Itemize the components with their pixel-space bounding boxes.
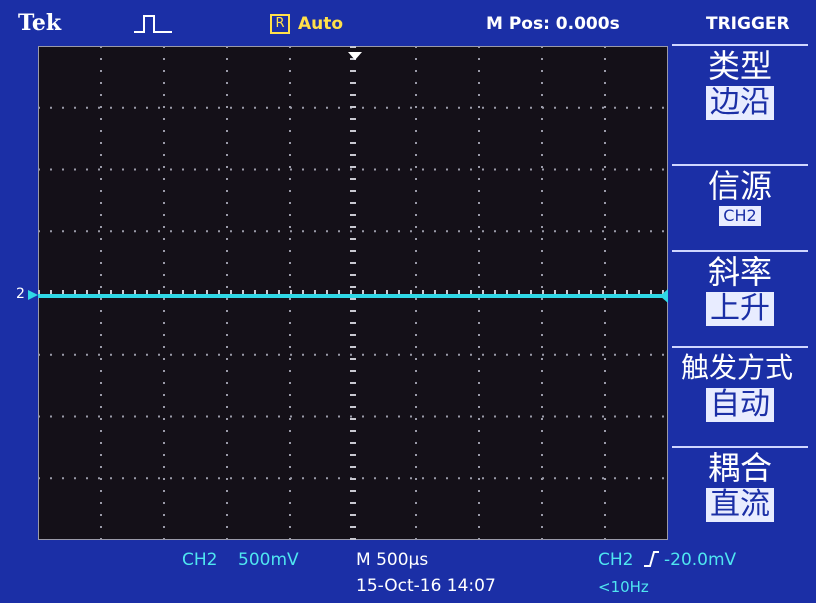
menu-item[interactable]: 信源 CH2	[672, 164, 808, 226]
menu-title: TRIGGER	[706, 14, 790, 34]
menu-label: 信源	[707, 167, 772, 205]
menu-item[interactable]: 类型 边沿	[672, 44, 808, 120]
brand: Tek	[18, 10, 62, 36]
menu-label: 触发方式	[680, 351, 793, 384]
menu-value: 边沿	[706, 86, 774, 120]
menu-label: 斜率	[707, 253, 772, 291]
menu-item[interactable]: 斜率 上升	[672, 250, 808, 326]
datetime: 15-Oct-16 14:07	[356, 576, 496, 596]
trigger-level: -20.0mV	[664, 550, 737, 570]
menu-label: 耦合	[707, 449, 772, 487]
menu-item[interactable]: 触发方式自动	[672, 346, 808, 422]
position: M Pos: 0.000s	[486, 14, 620, 34]
volts-per-div: 500mV	[238, 550, 299, 570]
menu-value: 直流	[706, 488, 774, 522]
acq-icon	[134, 15, 172, 33]
channel-arrow	[28, 290, 38, 300]
menu-value: CH2	[719, 206, 761, 226]
menu-value: 自动	[706, 388, 774, 422]
trigger-level-marker	[660, 289, 668, 303]
menu-label: 类型	[707, 47, 772, 85]
channel-marker: 2	[16, 286, 25, 302]
run-icon: R	[270, 14, 290, 34]
trigger-status: Auto	[298, 14, 344, 34]
timebase: M 500µs	[356, 550, 429, 570]
graticule-area	[37, 45, 669, 541]
trigger-position-marker	[348, 52, 362, 60]
slope-icon	[644, 551, 659, 567]
menu-item[interactable]: 耦合 直流	[672, 446, 808, 522]
menu-value: 上升	[706, 292, 774, 326]
channel: CH2	[182, 550, 218, 570]
graticule	[37, 45, 669, 541]
frequency: <10Hz	[598, 578, 649, 596]
trigger-channel: CH2	[598, 550, 634, 570]
